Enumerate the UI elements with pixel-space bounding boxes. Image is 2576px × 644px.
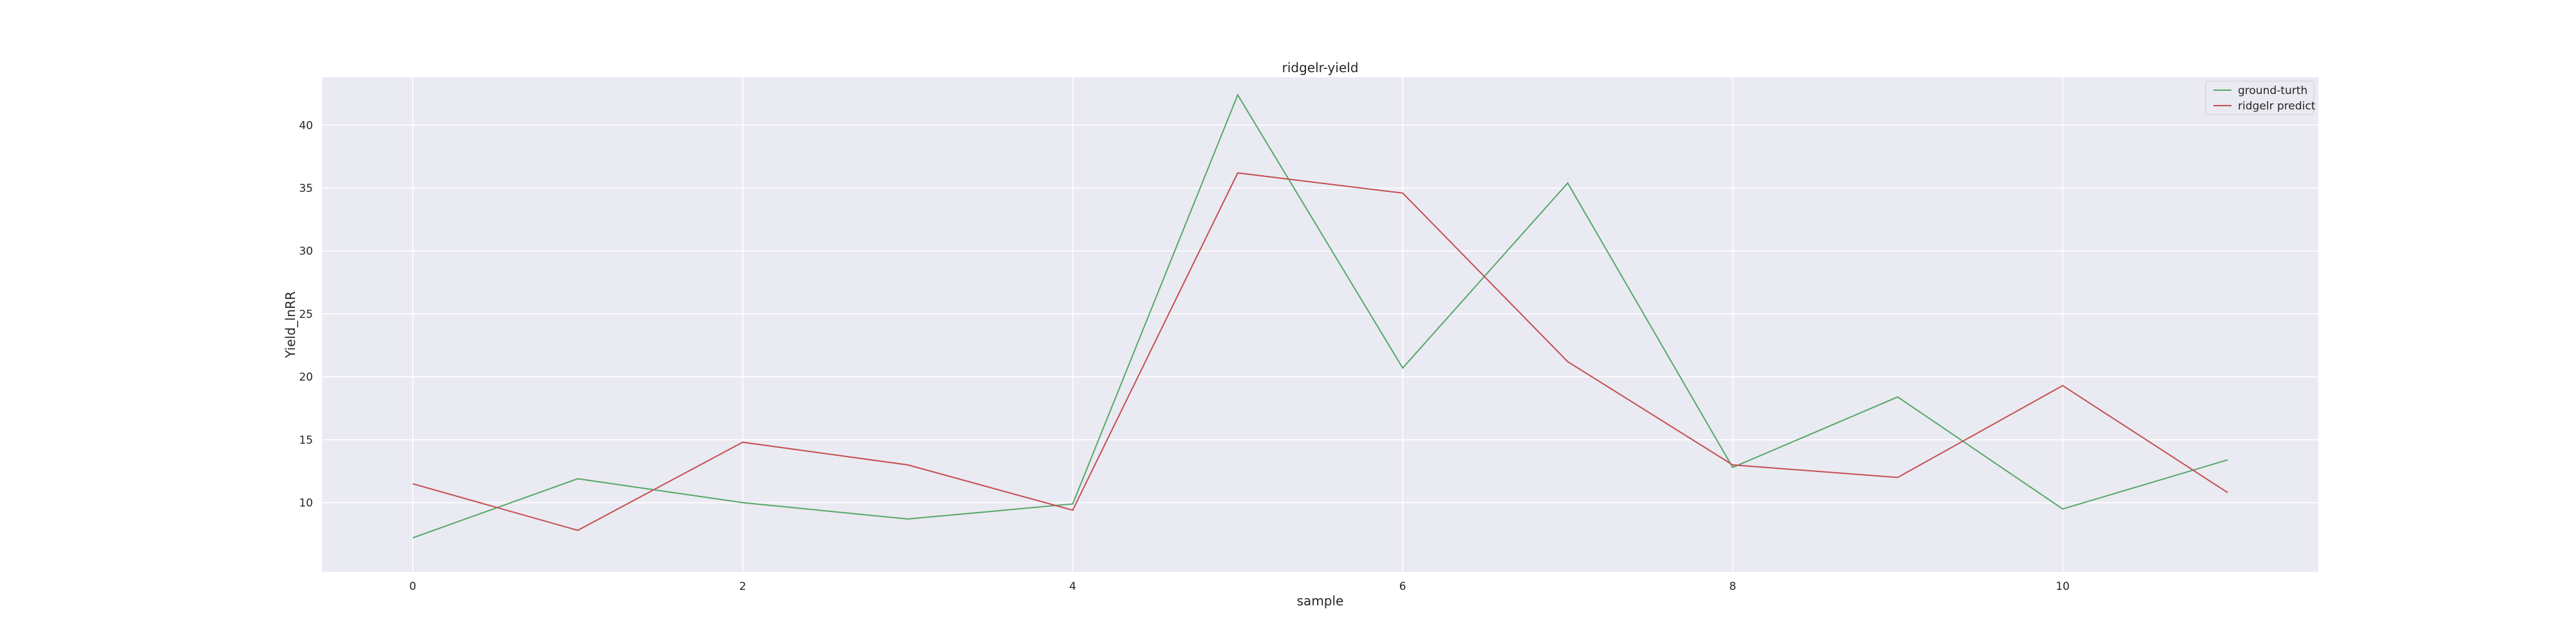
- y-tick-label: 20: [299, 371, 313, 384]
- plot-area: [322, 77, 2318, 572]
- x-tick-label: 0: [409, 580, 416, 593]
- tick-labels: 10 15 20 25 30 35 40 0 2 4 6 8 10: [299, 119, 2069, 593]
- series-line-ridgelr-predict: [412, 172, 2228, 531]
- legend-box: [2205, 80, 2315, 115]
- y-axis-label: Yield_lnRR: [283, 291, 298, 359]
- y-tick-label: 10: [299, 497, 313, 510]
- y-tick-label: 40: [299, 119, 313, 132]
- grid: [322, 77, 2318, 572]
- legend-label-ridgelr-predict: ridgelr predict: [2238, 100, 2316, 113]
- series-line-ground-turth: [412, 93, 2228, 539]
- series-lines: [412, 93, 2228, 539]
- x-tick-label: 2: [739, 580, 746, 593]
- y-tick-label: 30: [299, 245, 313, 258]
- y-tick-label: 15: [299, 434, 313, 447]
- legend-label-ground-truth: ground-turth: [2238, 84, 2307, 97]
- x-tick-label: 10: [2056, 580, 2070, 593]
- legend: ground-turth ridgelr predict: [2205, 80, 2316, 115]
- y-tick-label: 35: [299, 182, 313, 195]
- x-tick-label: 6: [1399, 580, 1406, 593]
- y-tick-label: 25: [299, 308, 313, 321]
- x-axis-label: sample: [1297, 593, 1344, 609]
- chart-title: ridgelr-yield: [1282, 60, 1359, 75]
- x-tick-label: 8: [1729, 580, 1736, 593]
- x-tick-label: 4: [1069, 580, 1076, 593]
